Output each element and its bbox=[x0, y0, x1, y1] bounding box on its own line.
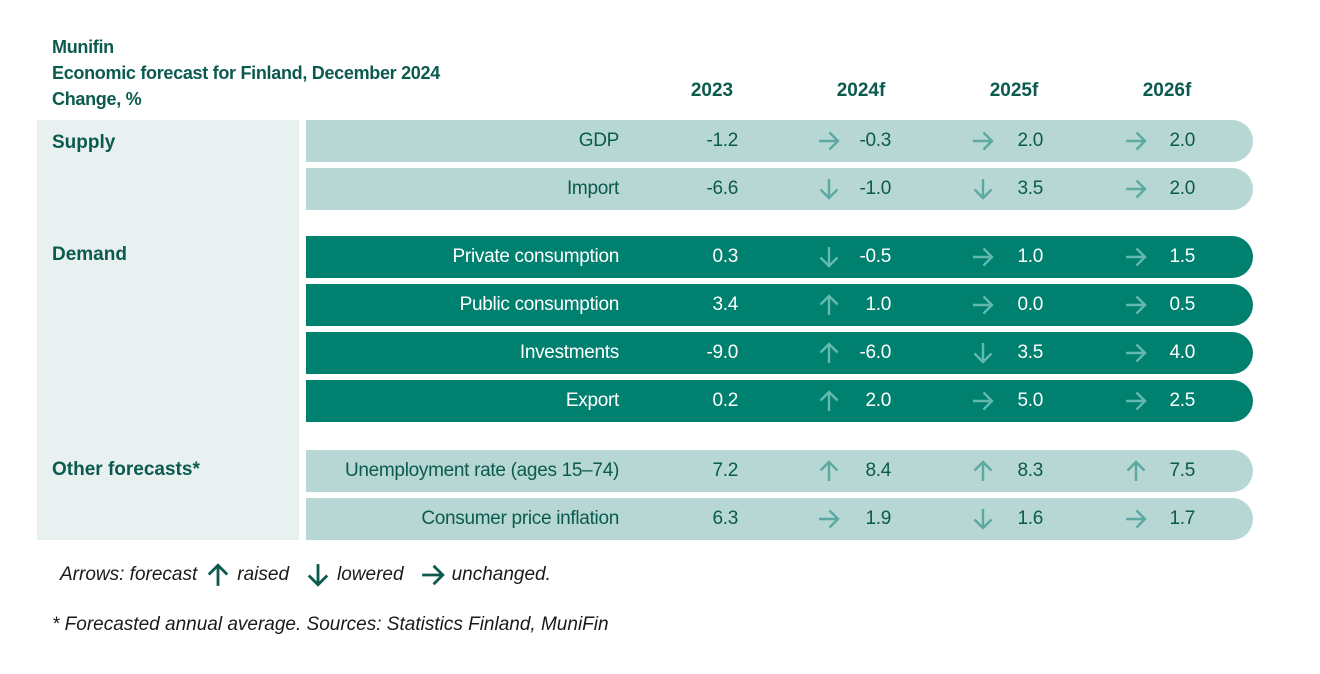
value-2024f: 8.4 bbox=[865, 460, 891, 481]
table-row: Public consumption 3.4 1.0 0.0 0.5 bbox=[306, 284, 1253, 326]
arrow-right-icon bbox=[817, 129, 841, 153]
column-header-2023: 2023 bbox=[690, 80, 734, 101]
value-2024f: 1.9 bbox=[865, 508, 891, 529]
value-2026f: 2.5 bbox=[1169, 390, 1195, 411]
chart-title: Munifin Economic forecast for Finland, D… bbox=[52, 34, 440, 112]
arrow-down-icon bbox=[971, 177, 995, 201]
table-row: Unemployment rate (ages 15–74) 7.2 8.4 8.3 7… bbox=[306, 450, 1253, 492]
value-2024f: -0.3 bbox=[859, 130, 891, 151]
row-label: Unemployment rate (ages 15–74) bbox=[344, 460, 619, 481]
arrow-up-icon bbox=[817, 389, 841, 413]
row-label: Consumer price inflation bbox=[421, 508, 619, 529]
value-2026f: 1.5 bbox=[1169, 246, 1195, 267]
arrow-up-icon bbox=[817, 293, 841, 317]
group-label-other: Other forecasts* bbox=[52, 459, 200, 480]
value-2025f: 1.0 bbox=[1017, 246, 1043, 267]
column-header-2024f: 2024f bbox=[836, 80, 886, 101]
group-label-panel bbox=[37, 120, 299, 540]
value-2024f: 2.0 bbox=[865, 390, 891, 411]
value-2024f: 1.0 bbox=[865, 294, 891, 315]
arrow-right-icon bbox=[1124, 293, 1148, 317]
title-line-1: Munifin bbox=[52, 37, 114, 57]
row-label: Public consumption bbox=[459, 294, 620, 315]
footnote: * Forecasted annual average. Sources: St… bbox=[52, 614, 609, 635]
arrow-up-icon bbox=[817, 459, 841, 483]
value-2023: 6.3 bbox=[712, 508, 738, 529]
value-2023: -1.2 bbox=[706, 130, 738, 151]
value-2025f: 0.0 bbox=[1017, 294, 1043, 315]
arrow-down-icon bbox=[971, 507, 995, 531]
arrow-right-icon bbox=[1124, 389, 1148, 413]
title-line-3: Change, % bbox=[52, 89, 142, 109]
row-label: GDP bbox=[578, 130, 620, 151]
row-label: Export bbox=[565, 390, 619, 411]
arrow-right-icon bbox=[971, 245, 995, 269]
arrow-up-icon bbox=[205, 562, 231, 588]
arrow-right-icon bbox=[1124, 245, 1148, 269]
arrow-up-icon bbox=[971, 459, 995, 483]
arrow-right-icon bbox=[971, 293, 995, 317]
group-label-supply: Supply bbox=[52, 132, 116, 153]
value-2026f: 2.0 bbox=[1169, 130, 1195, 151]
table-row: Export 0.2 2.0 5.0 2.5 bbox=[306, 380, 1253, 422]
arrow-right-icon bbox=[971, 389, 995, 413]
arrow-down-icon bbox=[971, 341, 995, 365]
value-2023: 7.2 bbox=[712, 460, 738, 481]
table-row: Investments -9.0 -6.0 3.5 4.0 bbox=[306, 332, 1253, 374]
arrow-right-icon bbox=[971, 129, 995, 153]
row-label: Private consumption bbox=[452, 246, 620, 267]
value-2023: 3.4 bbox=[712, 294, 738, 315]
value-2024f: -0.5 bbox=[859, 246, 891, 267]
arrow-down-icon bbox=[305, 562, 331, 588]
value-2024f: -6.0 bbox=[859, 342, 891, 363]
value-2023: 0.2 bbox=[712, 390, 738, 411]
value-2024f: -1.0 bbox=[859, 178, 891, 199]
value-2025f: 5.0 bbox=[1017, 390, 1043, 411]
legend-prefix: Arrows: forecast bbox=[60, 564, 198, 585]
arrow-right-icon bbox=[420, 562, 446, 588]
value-2023: 0.3 bbox=[712, 246, 738, 267]
value-2025f: 8.3 bbox=[1017, 460, 1043, 481]
arrow-up-icon bbox=[1124, 459, 1148, 483]
value-2026f: 4.0 bbox=[1169, 342, 1195, 363]
value-2025f: 3.5 bbox=[1017, 178, 1043, 199]
value-2026f: 0.5 bbox=[1169, 294, 1195, 315]
table-row: GDP -1.2 -0.3 2.0 2.0 bbox=[306, 120, 1253, 162]
table-row: Import -6.6 -1.0 3.5 2.0 bbox=[306, 168, 1253, 210]
legend-raised: raised bbox=[237, 564, 290, 585]
group-label-demand: Demand bbox=[52, 244, 127, 265]
column-header-2026f: 2026f bbox=[1142, 80, 1192, 101]
arrow-right-icon bbox=[1124, 341, 1148, 365]
legend-lowered: lowered bbox=[337, 564, 404, 585]
legend-unchanged: unchanged. bbox=[451, 564, 551, 585]
value-2025f: 3.5 bbox=[1017, 342, 1043, 363]
value-2026f: 7.5 bbox=[1169, 460, 1195, 481]
title-line-2: Economic forecast for Finland, December … bbox=[52, 63, 440, 83]
arrow-down-icon bbox=[817, 177, 841, 201]
row-label: Import bbox=[566, 178, 619, 199]
arrow-legend: Arrows: forecast raised lowered unchange… bbox=[60, 562, 551, 588]
column-header-2025f: 2025f bbox=[989, 80, 1039, 101]
arrow-right-icon bbox=[1124, 507, 1148, 531]
value-2026f: 2.0 bbox=[1169, 178, 1195, 199]
value-2023: -6.6 bbox=[706, 178, 738, 199]
row-label: Investments bbox=[519, 342, 619, 363]
value-2026f: 1.7 bbox=[1169, 508, 1195, 529]
arrow-up-icon bbox=[817, 341, 841, 365]
arrow-right-icon bbox=[1124, 177, 1148, 201]
arrow-down-icon bbox=[817, 245, 841, 269]
table-row: Private consumption 0.3 -0.5 1.0 1.5 bbox=[306, 236, 1253, 278]
value-2025f: 1.6 bbox=[1017, 508, 1043, 529]
value-2023: -9.0 bbox=[706, 342, 738, 363]
arrow-right-icon bbox=[817, 507, 841, 531]
arrow-right-icon bbox=[1124, 129, 1148, 153]
table-row: Consumer price inflation 6.3 1.9 1.6 1.7 bbox=[306, 498, 1253, 540]
value-2025f: 2.0 bbox=[1017, 130, 1043, 151]
